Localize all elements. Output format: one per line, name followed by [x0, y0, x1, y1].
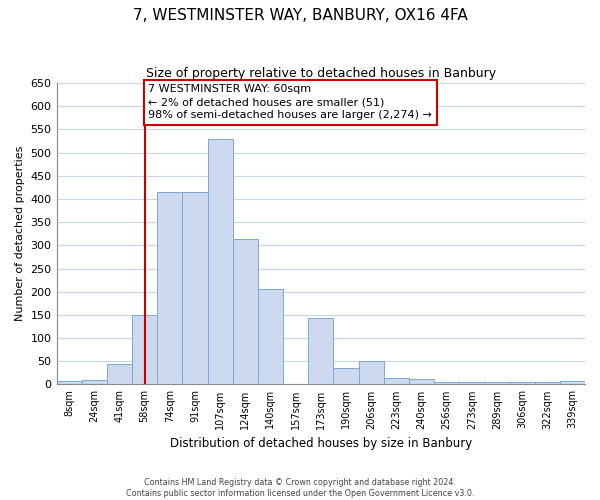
Bar: [409, 379, 434, 384]
Bar: [484, 382, 509, 384]
Bar: [560, 380, 585, 384]
Bar: [82, 380, 107, 384]
Text: 7, WESTMINSTER WAY, BANBURY, OX16 4FA: 7, WESTMINSTER WAY, BANBURY, OX16 4FA: [133, 8, 467, 22]
Bar: [182, 192, 208, 384]
Bar: [208, 138, 233, 384]
Y-axis label: Number of detached properties: Number of detached properties: [15, 146, 25, 322]
Bar: [359, 361, 383, 384]
Text: Contains HM Land Registry data © Crown copyright and database right 2024.
Contai: Contains HM Land Registry data © Crown c…: [126, 478, 474, 498]
Bar: [383, 378, 409, 384]
Bar: [459, 382, 484, 384]
Bar: [107, 364, 132, 384]
Bar: [509, 382, 535, 384]
Bar: [157, 192, 182, 384]
Bar: [535, 382, 560, 384]
X-axis label: Distribution of detached houses by size in Banbury: Distribution of detached houses by size …: [170, 437, 472, 450]
Bar: [56, 380, 82, 384]
Bar: [233, 240, 258, 384]
Bar: [334, 368, 359, 384]
Text: 7 WESTMINSTER WAY: 60sqm
← 2% of detached houses are smaller (51)
98% of semi-de: 7 WESTMINSTER WAY: 60sqm ← 2% of detache…: [148, 84, 432, 120]
Title: Size of property relative to detached houses in Banbury: Size of property relative to detached ho…: [146, 68, 496, 80]
Bar: [258, 290, 283, 384]
Bar: [308, 318, 334, 384]
Bar: [132, 315, 157, 384]
Bar: [434, 382, 459, 384]
